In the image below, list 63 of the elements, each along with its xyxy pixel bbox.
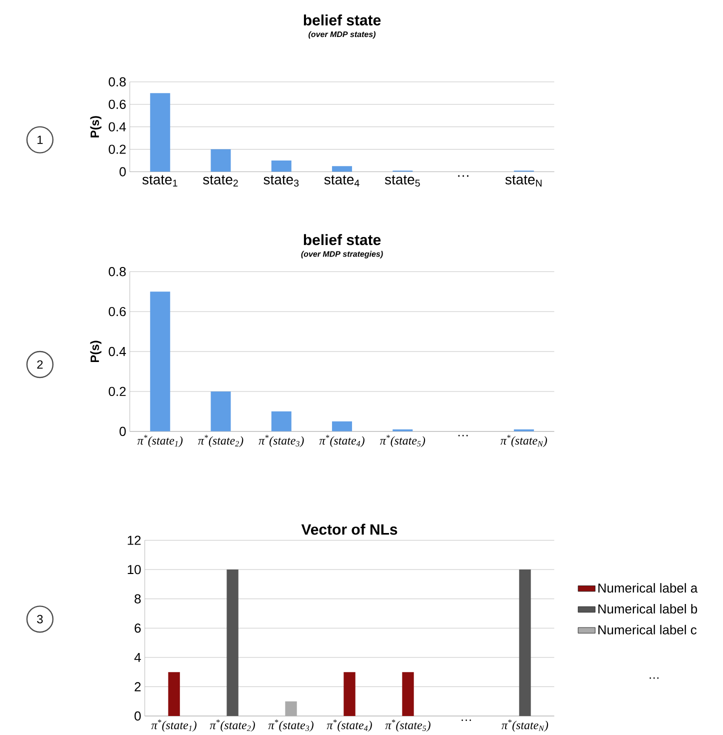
y-axis-title: P(s) bbox=[90, 340, 102, 362]
x-tick-label: state$_{4}$ bbox=[324, 175, 360, 186]
text: … bbox=[650, 677, 658, 679]
x-tick-label: π$^{*}$(state$_{3}$) bbox=[268, 720, 314, 732]
y-tick-label: 2 bbox=[134, 682, 141, 692]
x-tick-label: π$^{*}$(state$_{5}$) bbox=[385, 720, 430, 732]
x-tick-label: π$^{*}$(state$_{N}$) bbox=[502, 720, 548, 732]
x-tick-label: π$^{*}$(state$_{2}$) bbox=[210, 720, 255, 732]
y-tick-label: 8 bbox=[134, 594, 141, 604]
x-tick-label: π$^{*}$(state$_{3}$) bbox=[258, 434, 304, 448]
x-tick-label: … bbox=[458, 175, 468, 177]
bar bbox=[271, 160, 292, 172]
chart-title: belief state bbox=[304, 14, 381, 26]
y-tick-label: 0 bbox=[120, 426, 126, 436]
text: 3 bbox=[37, 614, 43, 624]
x-tick-label: π$^{*}$(state$_{1}$) bbox=[151, 720, 196, 732]
bar bbox=[271, 411, 292, 432]
bar bbox=[150, 292, 170, 432]
x-tick-label: π$^{*}$(state$_{1}$) bbox=[137, 434, 183, 448]
y-tick-label: 0.8 bbox=[108, 267, 126, 276]
legend-label: Numerical label a bbox=[598, 583, 698, 593]
y-axis-title: P(s) bbox=[90, 116, 102, 138]
x-tick-label: … bbox=[462, 720, 472, 721]
x-tick-label: state$_{3}$ bbox=[264, 175, 299, 187]
y-tick-label: 0.4 bbox=[108, 346, 126, 356]
bar bbox=[168, 672, 180, 716]
bar bbox=[402, 672, 414, 716]
y-tick-label: 0 bbox=[134, 711, 141, 721]
x-tick-label: π$^{*}$(state$_{2}$) bbox=[198, 434, 244, 448]
y-tick-label: 0.4 bbox=[108, 122, 126, 132]
bar bbox=[210, 149, 231, 172]
bar bbox=[210, 391, 231, 432]
bar bbox=[150, 93, 170, 172]
x-tick-label: π$^{*}$(state$_{5}$) bbox=[380, 434, 426, 448]
bar bbox=[226, 570, 238, 716]
y-tick-label: 0.6 bbox=[108, 100, 126, 109]
x-tick-label: π$^{*}$(state$_{N}$) bbox=[500, 434, 548, 448]
x-tick-label: π$^{*}$(state$_{4}$) bbox=[326, 720, 372, 732]
bar bbox=[344, 672, 356, 716]
x-tick-label: state$_{2}$ bbox=[203, 175, 238, 186]
text: 2 bbox=[37, 360, 43, 369]
y-tick-label: 4 bbox=[134, 652, 141, 662]
text: 1 bbox=[38, 136, 43, 144]
bar bbox=[332, 166, 352, 172]
y-tick-label: 6 bbox=[134, 624, 141, 633]
bar bbox=[332, 421, 352, 432]
x-tick-label: state$_{5}$ bbox=[384, 175, 420, 187]
legend-label: Numerical label b bbox=[598, 604, 698, 614]
chart-title: belief state bbox=[304, 234, 381, 246]
y-tick-label: 10 bbox=[128, 564, 141, 574]
y-tick-label: 0 bbox=[120, 167, 126, 176]
x-tick-label: … bbox=[458, 434, 468, 436]
x-tick-label: π$^{*}$(state$_{4}$) bbox=[319, 434, 364, 448]
x-tick-label: state$_{N}$ bbox=[505, 175, 542, 186]
chart-title: Vector of NLs bbox=[301, 524, 398, 535]
y-tick-label: 0.2 bbox=[108, 386, 126, 396]
legend-label: Numerical label c bbox=[598, 624, 697, 634]
y-tick-label: 0.2 bbox=[108, 144, 126, 154]
y-tick-label: 0.6 bbox=[108, 306, 126, 316]
x-tick-label: state$_{1}$ bbox=[142, 175, 178, 186]
y-tick-label: 12 bbox=[128, 536, 141, 545]
bar bbox=[519, 570, 531, 716]
y-tick-label: 0.8 bbox=[108, 77, 126, 86]
